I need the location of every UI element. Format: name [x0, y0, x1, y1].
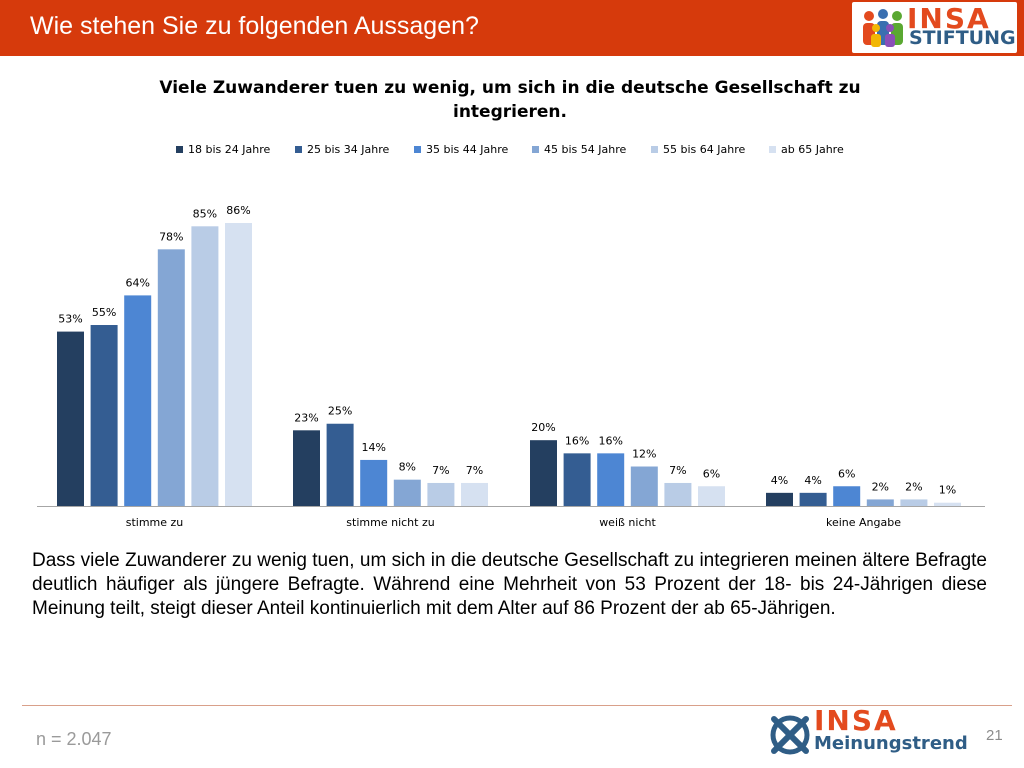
data-label: 53% — [58, 313, 82, 326]
data-label: 16% — [565, 434, 589, 447]
bar — [461, 482, 488, 506]
bar — [57, 331, 84, 506]
legend-swatch — [176, 146, 183, 153]
data-label: 23% — [294, 411, 318, 424]
legend-swatch — [769, 146, 776, 153]
bar — [124, 295, 152, 506]
data-label: 4% — [804, 474, 821, 487]
data-label: 64% — [125, 276, 149, 289]
data-label: 4% — [771, 474, 788, 487]
bar — [799, 492, 827, 506]
bar — [866, 499, 894, 506]
data-label: 16% — [598, 434, 622, 447]
sample-size: n = 2.047 — [36, 729, 112, 749]
data-label: 20% — [531, 421, 555, 434]
data-label: 1% — [939, 484, 956, 497]
legend-label: 18 bis 24 Jahre — [188, 143, 270, 156]
bar — [427, 482, 455, 506]
bar-chart: 18 bis 24 Jahre 25 bis 34 Jahre 35 bis 44 … — [37, 143, 985, 529]
insa-stiftung-logo: INSA STIFTUNG — [852, 2, 1017, 53]
bar — [530, 440, 557, 506]
bar — [597, 453, 625, 506]
legend-label: 25 bis 34 Jahre — [307, 143, 389, 156]
bar — [157, 249, 185, 507]
bar — [360, 459, 388, 506]
legend-label: 45 bis 54 Jahre — [544, 143, 626, 156]
page-title: Wie stehen Sie zu folgenden Aussagen? — [30, 12, 479, 40]
data-label: 7% — [432, 464, 449, 477]
bar — [900, 499, 928, 506]
data-label: 2% — [872, 480, 889, 493]
data-label: 6% — [703, 467, 720, 480]
legend-swatch — [295, 146, 302, 153]
legend-swatch — [532, 146, 539, 153]
data-label: 86% — [226, 204, 250, 217]
legend-label: 55 bis 64 Jahre — [663, 143, 745, 156]
legend-label: ab 65 Jahre — [781, 143, 844, 156]
category-label: stimme zu — [126, 516, 184, 529]
people-icon — [863, 9, 903, 47]
bar — [833, 486, 861, 506]
data-label: 25% — [328, 405, 352, 418]
data-label: 14% — [361, 441, 385, 454]
data-label: 12% — [632, 448, 656, 461]
data-label: 7% — [669, 464, 686, 477]
footer-logo-brand: INSA — [814, 704, 898, 737]
data-label: 7% — [466, 464, 483, 477]
data-label: 6% — [838, 467, 855, 480]
bar — [90, 325, 118, 506]
bar — [563, 453, 591, 506]
insa-meinungstrend-logo: INSA Meinungstrend — [768, 704, 973, 760]
category-label: weiß nicht — [599, 516, 656, 529]
bar — [293, 430, 320, 506]
page-number: 21 — [986, 727, 1003, 744]
bar — [698, 486, 725, 506]
logo-subtitle-text: STIFTUNG — [909, 27, 1016, 49]
category-label: keine Angabe — [826, 516, 901, 529]
bar — [191, 226, 219, 506]
chart-title: Viele Zuwanderer tuen zu wenig, um sich … — [159, 78, 861, 122]
summary-text: Dass viele Zuwanderer zu wenig tuen, um … — [32, 550, 987, 619]
bar — [766, 492, 793, 506]
data-label: 85% — [193, 207, 217, 220]
bar — [630, 466, 658, 506]
data-label: 55% — [92, 306, 116, 319]
legend-label: 35 bis 44 Jahre — [426, 143, 508, 156]
data-label: 8% — [399, 461, 416, 474]
bar — [393, 479, 421, 506]
legend-swatch — [414, 146, 421, 153]
logo-brand-text: INSA — [907, 2, 991, 35]
category-label: stimme nicht zu — [346, 516, 434, 529]
footer-logo-subtitle: Meinungstrend — [814, 733, 968, 754]
footer-divider — [22, 705, 1012, 706]
bar — [326, 423, 354, 506]
data-label: 78% — [159, 230, 183, 243]
legend-swatch — [651, 146, 658, 153]
data-label: 2% — [905, 480, 922, 493]
bar — [664, 482, 692, 506]
header-bar: Wie stehen Sie zu folgenden Aussagen? IN… — [0, 0, 1024, 56]
bar — [934, 502, 961, 506]
x-mark-icon — [770, 715, 810, 755]
bar — [225, 223, 252, 506]
